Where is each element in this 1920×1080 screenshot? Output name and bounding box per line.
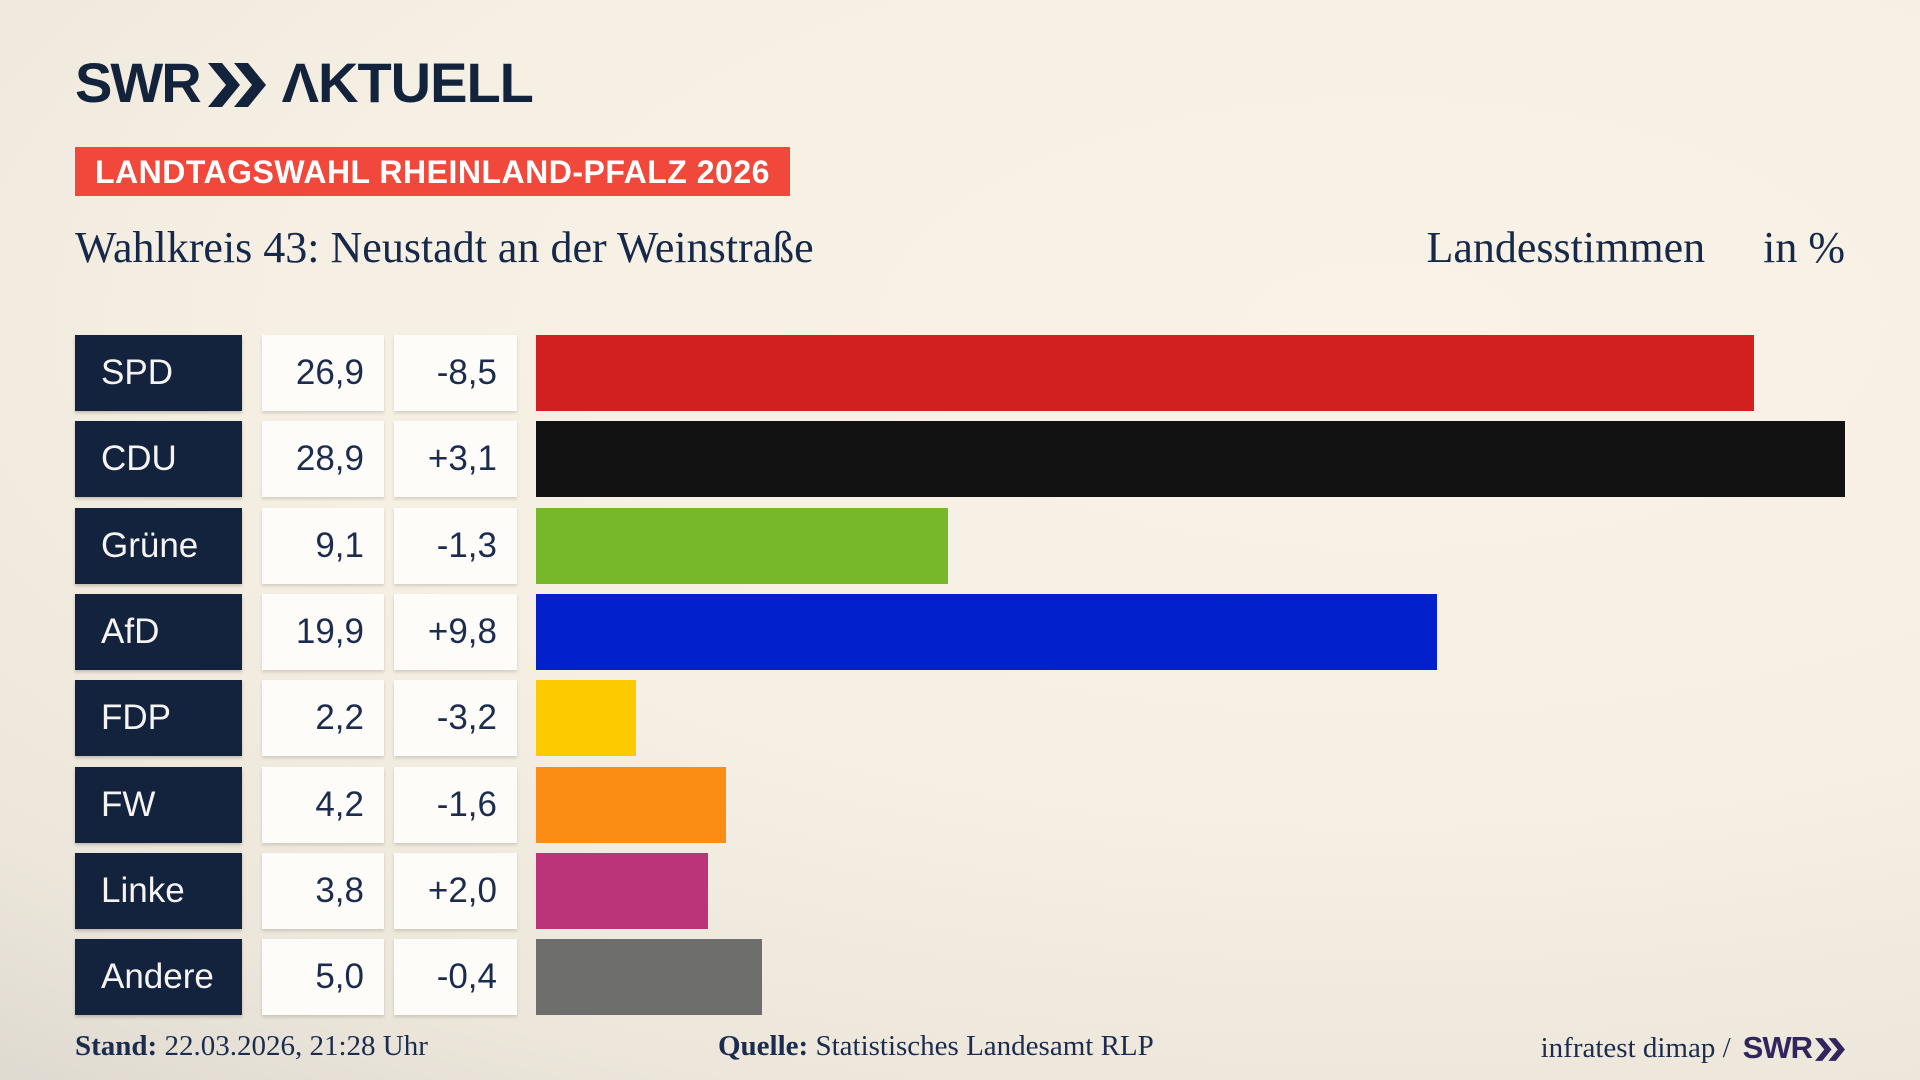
page-title: Wahlkreis 43: Neustadt an der Weinstraße: [75, 223, 814, 272]
party-row: Linke 3,8 +2,0: [0, 853, 1920, 929]
value-cell: 5,0: [262, 939, 384, 1015]
change-cell: -0,4: [394, 939, 517, 1015]
change-cell: +9,8: [394, 594, 517, 670]
value-cell: 9,1: [262, 508, 384, 584]
party-row: CDU 28,9 +3,1: [0, 421, 1920, 497]
bar-track: [536, 767, 1845, 843]
source-note: Quelle: Statistisches Landesamt RLP: [718, 1030, 1154, 1063]
quelle-value: Statistisches Landesamt RLP: [815, 1030, 1154, 1062]
swr-footer-chevrons-icon: [1815, 1037, 1845, 1061]
bar: [536, 939, 763, 1015]
swr-chevrons-icon: [207, 63, 266, 107]
party-label: Grüne: [75, 508, 242, 584]
bar-track: [536, 594, 1845, 670]
party-label: Andere: [75, 939, 242, 1015]
bar: [536, 680, 636, 756]
value-cell: 19,9: [262, 594, 384, 670]
stand-value: 22.03.2026, 21:28 Uhr: [164, 1030, 428, 1062]
quelle-label: Quelle:: [718, 1030, 809, 1062]
bar: [536, 508, 949, 584]
party-label: Linke: [75, 853, 242, 929]
party-row: FW 4,2 -1,6: [0, 767, 1920, 843]
party-label: AfD: [75, 594, 242, 670]
value-cell: 4,2: [262, 767, 384, 843]
bar: [536, 594, 1438, 670]
party-label: CDU: [75, 421, 242, 497]
bar: [536, 853, 709, 929]
bar-track: [536, 335, 1845, 411]
change-cell: +3,1: [394, 421, 517, 497]
stand-label: Stand:: [75, 1030, 158, 1062]
party-row: Grüne 9,1 -1,3: [0, 508, 1920, 584]
bar-track: [536, 508, 1845, 584]
bar-track: [536, 853, 1845, 929]
swr-footer-logo-text: SWR: [1742, 1030, 1813, 1065]
election-banner: LANDTAGSWAHL RHEINLAND-PFALZ 2026: [75, 147, 790, 196]
aktuell-logo-text: ΛKTUELL: [281, 51, 534, 114]
change-cell: +2,0: [394, 853, 517, 929]
bar-track: [536, 680, 1845, 756]
party-row: SPD 26,9 -8,5: [0, 335, 1920, 411]
unit-label: in %: [1763, 223, 1845, 272]
change-cell: -1,3: [394, 508, 517, 584]
party-row: FDP 2,2 -3,2: [0, 680, 1920, 756]
swr-footer-logo: SWR: [1743, 1030, 1845, 1066]
stand-timestamp: Stand: 22.03.2026, 21:28 Uhr: [75, 1030, 428, 1063]
value-cell: 28,9: [262, 421, 384, 497]
bar-track: [536, 939, 1845, 1015]
value-cell: 26,9: [262, 335, 384, 411]
change-cell: -1,6: [394, 767, 517, 843]
swr-logo-text: SWR: [75, 51, 202, 114]
party-label: SPD: [75, 335, 242, 411]
bar: [536, 421, 1845, 497]
credit-text: infratest dimap /: [1540, 1031, 1731, 1064]
bar: [536, 335, 1755, 411]
change-cell: -8,5: [394, 335, 517, 411]
value-cell: 3,8: [262, 853, 384, 929]
change-cell: -3,2: [394, 680, 517, 756]
party-label: FW: [75, 767, 242, 843]
bar: [536, 767, 727, 843]
swr-aktuell-logo: SWR ΛKTUELL: [75, 51, 534, 114]
value-cell: 2,2: [262, 680, 384, 756]
credit-note: infratest dimap / SWR: [1541, 1030, 1845, 1066]
title-bar: Wahlkreis 43: Neustadt an der Weinstraße…: [75, 222, 1845, 274]
footer: Stand: 22.03.2026, 21:28 Uhr Quelle: Sta…: [0, 1030, 1920, 1070]
party-row: AfD 19,9 +9,8: [0, 594, 1920, 670]
party-row: Andere 5,0 -0,4: [0, 939, 1920, 1015]
party-label: FDP: [75, 680, 242, 756]
bar-track: [536, 421, 1845, 497]
vote-type-label: Landesstimmen: [1426, 223, 1706, 272]
